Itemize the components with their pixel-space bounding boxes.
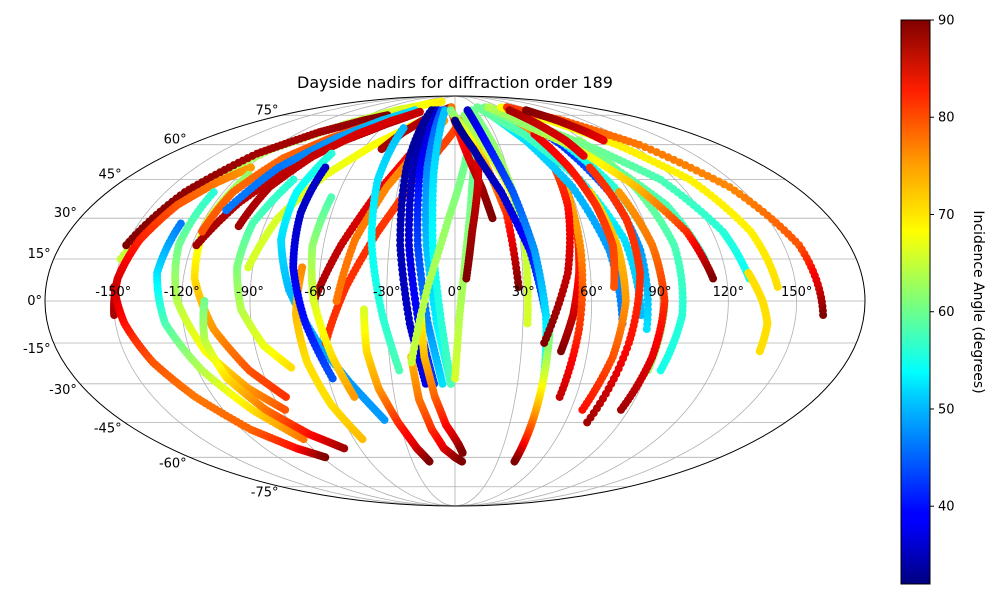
longitude-tick-label: 0° [448, 285, 463, 300]
data-point [599, 136, 608, 145]
data-point [555, 392, 564, 401]
colorbar-label: Incidence Angle (degrees) [970, 210, 986, 393]
latitude-tick-label: -75° [251, 486, 279, 501]
data-point [380, 415, 389, 424]
colorbar [900, 19, 931, 585]
data-point [281, 392, 290, 401]
data-point [299, 435, 308, 444]
data-point [247, 163, 256, 172]
data-point [358, 435, 367, 444]
data-point [425, 457, 434, 466]
data-point [458, 457, 467, 466]
data-point [579, 151, 588, 160]
colorbar-tick-label: 60 [938, 305, 955, 320]
data-point [340, 444, 349, 453]
nadir-track [171, 188, 290, 414]
longitude-tick-label: -120° [164, 285, 200, 300]
latitude-tick-label: 60° [164, 133, 187, 148]
data-point [709, 274, 718, 283]
longitude-gridline [454, 96, 524, 506]
data-point [510, 457, 519, 466]
data-point [755, 347, 764, 356]
longitude-tick-label: 120° [713, 285, 744, 300]
nadir-track [234, 107, 424, 231]
latitude-tick-label: 0° [27, 294, 42, 309]
data-point [437, 97, 446, 106]
data-point [656, 366, 665, 375]
latitude-tick-label: 75° [255, 103, 278, 118]
data-point [458, 448, 467, 457]
data-point [287, 363, 296, 372]
colorbar-tick-label: 90 [938, 14, 955, 29]
data-point [488, 214, 497, 223]
colorbar-tick-label: 50 [938, 403, 955, 418]
data-point [281, 405, 290, 414]
data-point [819, 311, 828, 320]
nadir-track [110, 282, 330, 462]
colorbar-tick-label: 80 [938, 111, 955, 126]
longitude-tick-label: 90° [648, 285, 671, 300]
data-point [616, 405, 625, 414]
data-point [395, 366, 404, 375]
colorbar-tick-label: 40 [938, 500, 955, 515]
longitude-tick-label: -150° [95, 285, 131, 300]
nadir-track [291, 263, 367, 444]
latitude-tick-label: -45° [94, 421, 122, 436]
latitude-tick-label: 30° [54, 206, 77, 221]
data-point [321, 453, 330, 462]
colorbar-ticks: 40 50 60 70 80 90 [930, 14, 955, 515]
latitude-tick-label: -30° [49, 383, 77, 398]
data-point [328, 374, 337, 383]
data-point [610, 282, 619, 291]
nadir-track [510, 330, 554, 466]
latitude-tick-label: 45° [99, 168, 122, 183]
data-point [523, 319, 532, 328]
data-point [642, 325, 651, 334]
longitude-tick-label: 150° [781, 285, 812, 300]
data-point [350, 392, 359, 401]
data-point [583, 418, 592, 427]
longitude-tick-label: 60° [580, 285, 603, 300]
latitude-tick-label: -15° [23, 342, 51, 357]
colorbar-tick-label: 70 [938, 208, 955, 223]
nadir-track [367, 124, 408, 375]
data-point [415, 107, 424, 116]
nadir-track [153, 219, 308, 444]
chart-title: Dayside nadirs for diffraction order 189 [297, 73, 613, 92]
longitude-tick-label: 30° [512, 285, 535, 300]
latitude-tick-label: 15° [28, 247, 51, 262]
data-point [578, 405, 587, 414]
data-point [438, 379, 447, 388]
nadir-track [199, 297, 349, 453]
nadir-track [307, 193, 359, 401]
nadir-track [359, 305, 434, 466]
longitude-gridline [454, 96, 798, 506]
longitude-tick-label: -60° [304, 285, 332, 300]
longitude-tick-label: -30° [373, 285, 401, 300]
nadir-track [289, 163, 337, 383]
data-points [109, 97, 828, 466]
latitude-tick-label: -60° [159, 456, 187, 471]
longitude-tick-label: -90° [236, 285, 264, 300]
nadir-track [233, 175, 298, 372]
